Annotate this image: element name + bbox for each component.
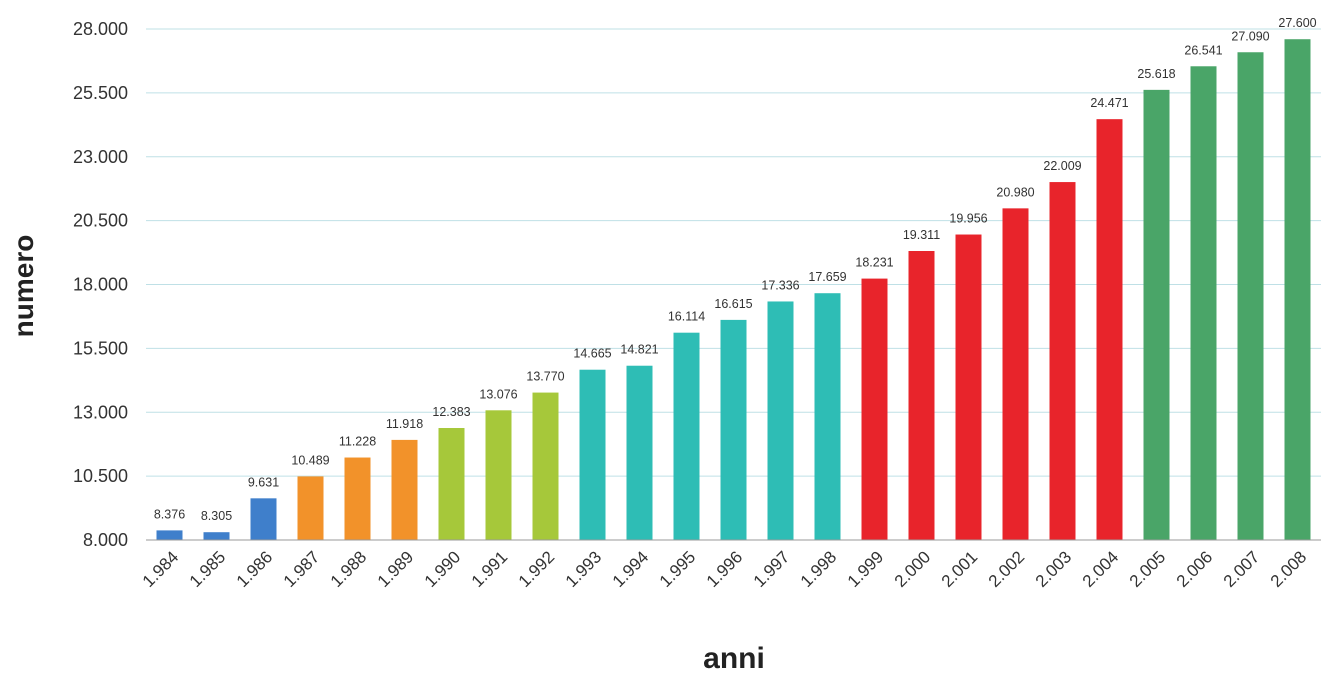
- data-label: 24.471: [1090, 96, 1128, 110]
- x-tick-label: 1.995: [656, 547, 700, 591]
- data-label: 14.821: [620, 343, 658, 357]
- bar: [1143, 89, 1170, 540]
- bar: [1284, 39, 1311, 540]
- data-label: 14.665: [573, 347, 611, 361]
- data-label: 26.541: [1184, 43, 1222, 57]
- data-label: 13.076: [479, 387, 517, 401]
- x-tick-label: 2.000: [891, 547, 935, 591]
- x-axis-ticks: 1.984 1.985 1.986 1.987 1.988 1.989 1.990 1.991…: [139, 547, 1311, 591]
- bar: [1002, 208, 1029, 540]
- data-label: 8.376: [154, 507, 185, 521]
- data-label: 20.980: [996, 185, 1034, 199]
- x-tick-label: 1.992: [515, 547, 559, 591]
- data-label: 11.918: [386, 417, 423, 431]
- bar: [438, 428, 465, 540]
- bar: [485, 410, 512, 540]
- x-tick-label: 2.008: [1267, 547, 1311, 591]
- x-tick-label: 2.001: [938, 547, 982, 591]
- y-tick-label: 8.000: [83, 530, 128, 550]
- bar: [1190, 66, 1217, 540]
- bar: [767, 301, 794, 540]
- data-label: 17.336: [761, 278, 799, 292]
- y-tick-label: 28.000: [73, 19, 128, 39]
- bar: [861, 278, 888, 540]
- bar: [203, 532, 230, 540]
- bar: [955, 234, 982, 540]
- x-tick-label: 2.007: [1220, 547, 1264, 591]
- x-tick-label: 1.990: [421, 547, 465, 591]
- data-label: 16.615: [714, 297, 752, 311]
- bar: [1237, 52, 1264, 541]
- bar: [297, 476, 324, 540]
- data-label: 11.228: [339, 435, 376, 449]
- data-label: 9.631: [248, 475, 279, 489]
- x-tick-label: 1.999: [844, 547, 888, 591]
- data-label: 16.114: [668, 310, 705, 324]
- y-tick-label: 20.500: [73, 211, 128, 231]
- data-label: 25.618: [1137, 67, 1175, 81]
- x-tick-label: 2.002: [985, 547, 1029, 591]
- x-tick-label: 1.985: [186, 547, 230, 591]
- data-label: 27.090: [1231, 29, 1269, 43]
- bar: [673, 332, 700, 540]
- data-label: 19.956: [949, 212, 987, 226]
- y-tick-label: 13.000: [73, 402, 128, 422]
- x-tick-label: 1.989: [374, 547, 418, 591]
- bar: [814, 293, 841, 540]
- bar: [626, 365, 653, 540]
- y-axis-ticks: 8.000 10.500 13.000 15.500 18.000 20.500 23.00…: [73, 19, 128, 550]
- data-labels: 8.376 8.305 9.631 10.489 11.228 11.918 12.383 1…: [154, 16, 1317, 523]
- bar: [250, 498, 277, 540]
- y-tick-label: 23.000: [73, 147, 128, 167]
- bar: [720, 319, 747, 540]
- y-axis-title: numero: [8, 235, 39, 338]
- data-label: 12.383: [432, 405, 470, 419]
- data-label: 10.489: [291, 453, 329, 467]
- x-tick-label: 1.993: [562, 547, 606, 591]
- y-tick-label: 10.500: [73, 466, 128, 486]
- bar: [156, 530, 183, 540]
- data-label: 22.009: [1043, 159, 1081, 173]
- x-tick-label: 1.986: [233, 547, 277, 591]
- bar: [391, 439, 418, 540]
- bar: [579, 369, 606, 540]
- x-tick-label: 1.988: [327, 547, 371, 591]
- data-label: 18.231: [855, 256, 893, 270]
- data-label: 19.311: [903, 228, 940, 242]
- bar: [1096, 119, 1123, 540]
- x-tick-label: 2.004: [1079, 547, 1123, 591]
- y-tick-label: 18.000: [73, 275, 128, 295]
- x-tick-label: 1.987: [280, 547, 324, 591]
- bars: [156, 39, 1311, 541]
- x-tick-label: 1.984: [139, 547, 183, 591]
- x-tick-label: 1.996: [703, 547, 747, 591]
- x-axis-title: anni: [703, 642, 765, 675]
- x-tick-label: 1.994: [609, 547, 653, 591]
- y-tick-label: 25.500: [73, 83, 128, 103]
- data-label: 17.659: [808, 270, 846, 284]
- bar: [344, 457, 371, 540]
- x-tick-label: 1.991: [468, 547, 512, 591]
- x-tick-label: 2.006: [1173, 547, 1217, 591]
- y-tick-label: 15.500: [73, 338, 128, 358]
- bar: [532, 392, 559, 540]
- x-tick-label: 1.998: [797, 547, 841, 591]
- x-tick-label: 1.997: [750, 547, 794, 591]
- x-tick-label: 2.003: [1032, 547, 1076, 591]
- data-label: 8.305: [201, 509, 232, 523]
- bar: [908, 251, 935, 540]
- data-label: 13.770: [526, 370, 564, 384]
- data-label: 27.600: [1278, 16, 1316, 30]
- x-tick-label: 2.005: [1126, 547, 1170, 591]
- bar: [1049, 182, 1076, 540]
